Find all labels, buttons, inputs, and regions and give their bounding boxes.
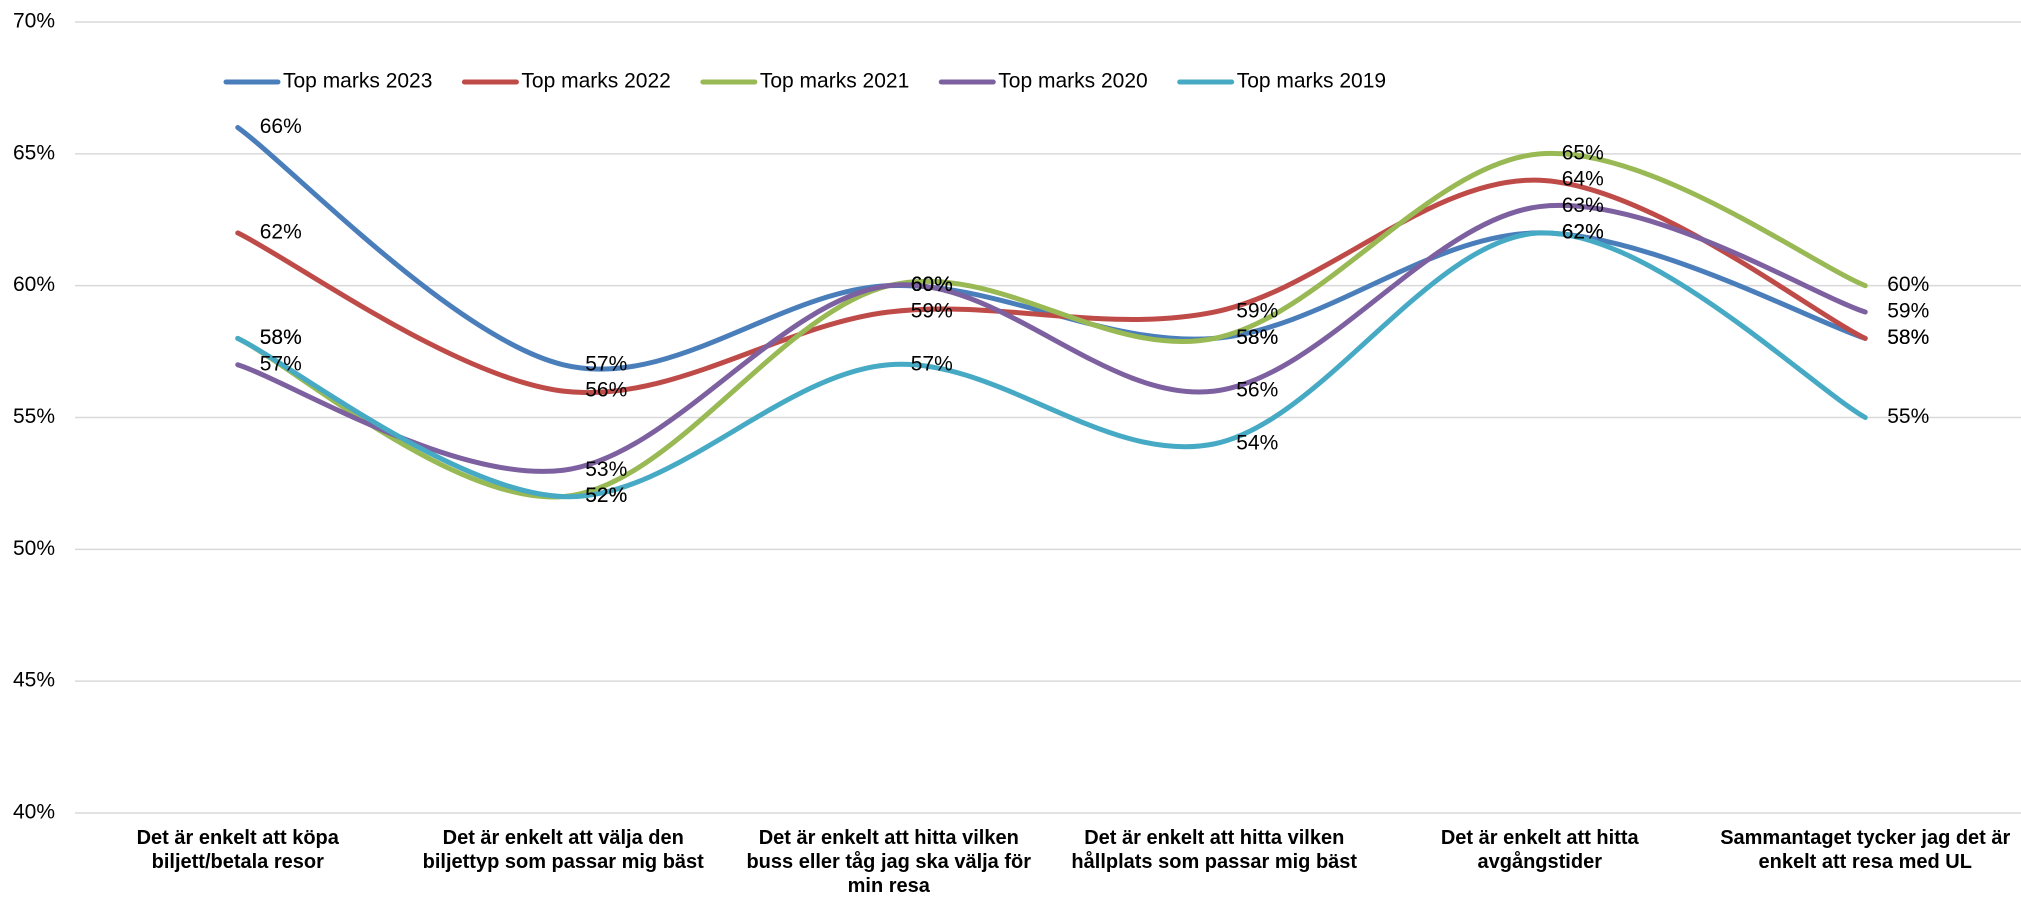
data-label: 57%	[911, 352, 953, 375]
data-label: 59%	[1236, 300, 1278, 323]
data-label: 59%	[911, 300, 953, 323]
data-label: 60%	[1887, 273, 1929, 296]
data-label: 60%	[911, 273, 953, 296]
data-label: 58%	[1887, 326, 1929, 349]
y-tick-label: 40%	[13, 801, 55, 824]
data-label: 53%	[585, 458, 627, 481]
data-label: 58%	[1236, 326, 1278, 349]
legend-label: Top marks 2023	[283, 70, 432, 93]
legend-label: Top marks 2021	[760, 70, 909, 93]
data-label: 56%	[585, 379, 627, 402]
data-label: 65%	[1562, 141, 1604, 164]
y-tick-label: 60%	[13, 273, 55, 296]
series-line	[235, 230, 1868, 500]
data-label: 62%	[1562, 220, 1604, 243]
data-label: 52%	[585, 484, 627, 507]
data-label: 63%	[1562, 194, 1604, 217]
x-tick-label: Sammantaget tycker jag det är enkelt att…	[1720, 827, 2011, 873]
legend-label: Top marks 2022	[521, 70, 670, 93]
x-tick-label: Det är enkelt att hitta vilken hållplats…	[1071, 827, 1358, 873]
x-tick-label: Det är enkelt att hitta vilken buss elle…	[746, 827, 1032, 897]
data-label: 57%	[260, 352, 302, 375]
x-tick-label: Det är enkelt att köpa biljett/betala re…	[136, 827, 339, 873]
data-label: 58%	[260, 326, 302, 349]
legend-label: Top marks 2020	[998, 70, 1147, 93]
x-tick-label: Det är enkelt att hitta avgångstider	[1440, 827, 1639, 873]
data-label: 64%	[1562, 168, 1604, 191]
data-label: 59%	[1887, 300, 1929, 323]
y-tick-label: 50%	[13, 537, 55, 560]
series-line	[235, 150, 1868, 500]
data-label: 58%	[260, 326, 302, 349]
data-label: 58%	[1236, 326, 1278, 349]
data-label: 62%	[1562, 220, 1604, 243]
data-label: 54%	[1236, 431, 1278, 454]
y-tick-label: 55%	[13, 405, 55, 428]
data-label: 60%	[911, 273, 953, 296]
data-label: 55%	[1887, 405, 1929, 428]
y-tick-label: 70%	[13, 10, 55, 33]
data-label: 58%	[1887, 326, 1929, 349]
data-label: 62%	[260, 220, 302, 243]
y-tick-label: 65%	[13, 141, 55, 164]
series-line	[235, 202, 1868, 474]
data-label: 60%	[911, 273, 953, 296]
legend-label: Top marks 2019	[1237, 70, 1386, 93]
data-label: 52%	[585, 484, 627, 507]
data-label: 57%	[585, 352, 627, 375]
x-tick-label: Det är enkelt att välja den biljettyp so…	[422, 827, 704, 873]
y-tick-label: 45%	[13, 669, 55, 692]
data-label: 66%	[260, 115, 302, 138]
data-label: 56%	[1236, 379, 1278, 402]
